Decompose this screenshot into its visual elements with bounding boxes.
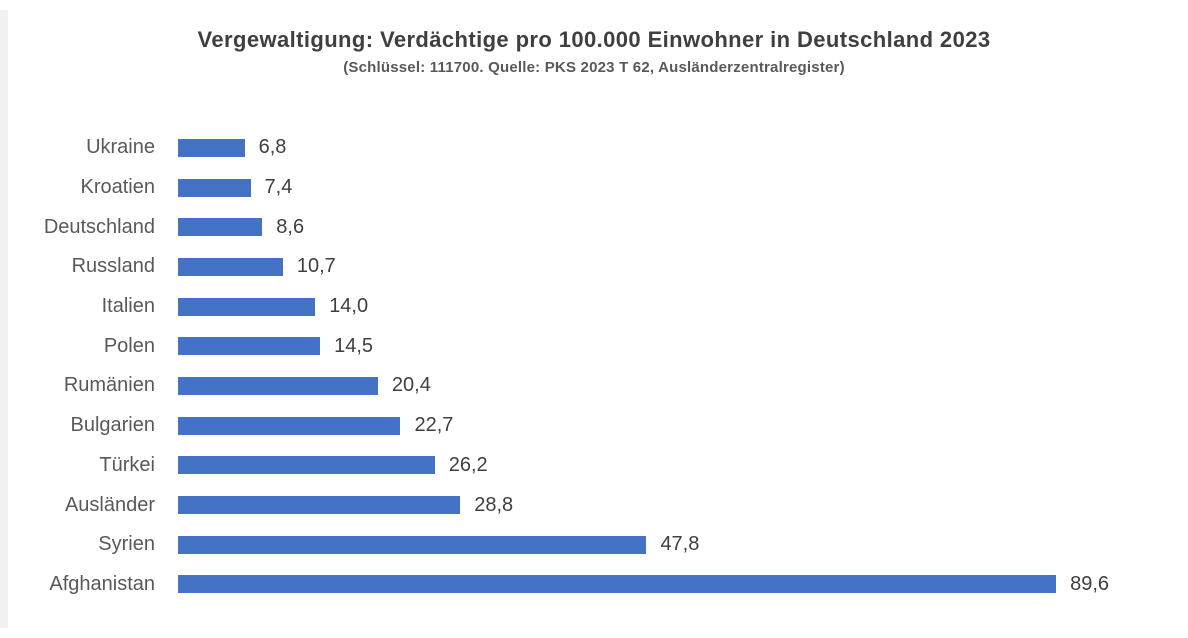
chart-subtitle: (Schlüssel: 111700. Quelle: PKS 2023 T 6…	[343, 59, 845, 76]
bar	[178, 496, 461, 515]
value-label: 22,7	[414, 414, 454, 437]
category-label: Türkei	[99, 453, 155, 476]
chart-row: Rumänien 20,4	[0, 366, 1188, 406]
chart-row: Afghanistan 89,6	[0, 565, 1188, 605]
bar	[178, 376, 378, 395]
category-label: Deutschland	[43, 215, 155, 238]
bar	[178, 337, 321, 356]
bar	[178, 257, 283, 276]
chart-header: Vergewaltigung: Verdächtige pro 100.000 …	[0, 0, 1188, 76]
category-label: Russland	[71, 255, 155, 278]
value-label: 20,4	[391, 374, 431, 397]
bar	[178, 218, 263, 237]
chart-row: Türkei 26,2	[0, 446, 1188, 486]
value-label: 14,5	[334, 334, 374, 357]
screenshot-edge-artifact	[0, 10, 8, 628]
value-label: 28,8	[474, 493, 514, 516]
category-label: Syrien	[98, 533, 155, 556]
chart-row: Bulgarien 22,7	[0, 406, 1188, 446]
chart-row: Ukraine 6,8	[0, 128, 1188, 168]
value-label: 26,2	[448, 453, 488, 476]
bar	[178, 535, 647, 554]
value-label: 14,0	[329, 295, 369, 318]
category-label: Polen	[103, 334, 155, 357]
chart-row: Syrien 47,8	[0, 525, 1188, 565]
bar-chart: Ukraine 6,8 Kroatien 7,4 Deutschland 8,6 Russl…	[0, 128, 1188, 604]
chart-title: Vergewaltigung: Verdächtige pro 100.000 …	[197, 27, 991, 52]
category-label: Ausländer	[64, 493, 155, 516]
chart-row: Polen 14,5	[0, 326, 1188, 366]
value-label: 89,6	[1070, 572, 1110, 595]
chart-row: Italien 14,0	[0, 287, 1188, 327]
bar	[178, 297, 316, 316]
bar	[178, 138, 245, 157]
category-label: Rumänien	[63, 374, 155, 397]
value-label: 7,4	[264, 176, 293, 199]
category-label: Italien	[101, 295, 155, 318]
chart-row: Russland 10,7	[0, 247, 1188, 287]
category-label: Afghanistan	[49, 572, 155, 595]
value-label: 10,7	[296, 255, 336, 278]
chart-row: Deutschland 8,6	[0, 207, 1188, 247]
bar	[178, 575, 1057, 594]
category-label: Kroatien	[80, 176, 156, 199]
value-label: 47,8	[660, 533, 700, 556]
chart-row: Ausländer 28,8	[0, 485, 1188, 525]
chart-row: Kroatien 7,4	[0, 168, 1188, 208]
value-label: 6,8	[258, 136, 287, 159]
value-label: 8,6	[276, 215, 305, 238]
category-label: Bulgarien	[70, 414, 155, 437]
bar	[178, 178, 251, 197]
bar	[178, 456, 435, 475]
category-label: Ukraine	[86, 136, 155, 159]
bar	[178, 416, 401, 435]
